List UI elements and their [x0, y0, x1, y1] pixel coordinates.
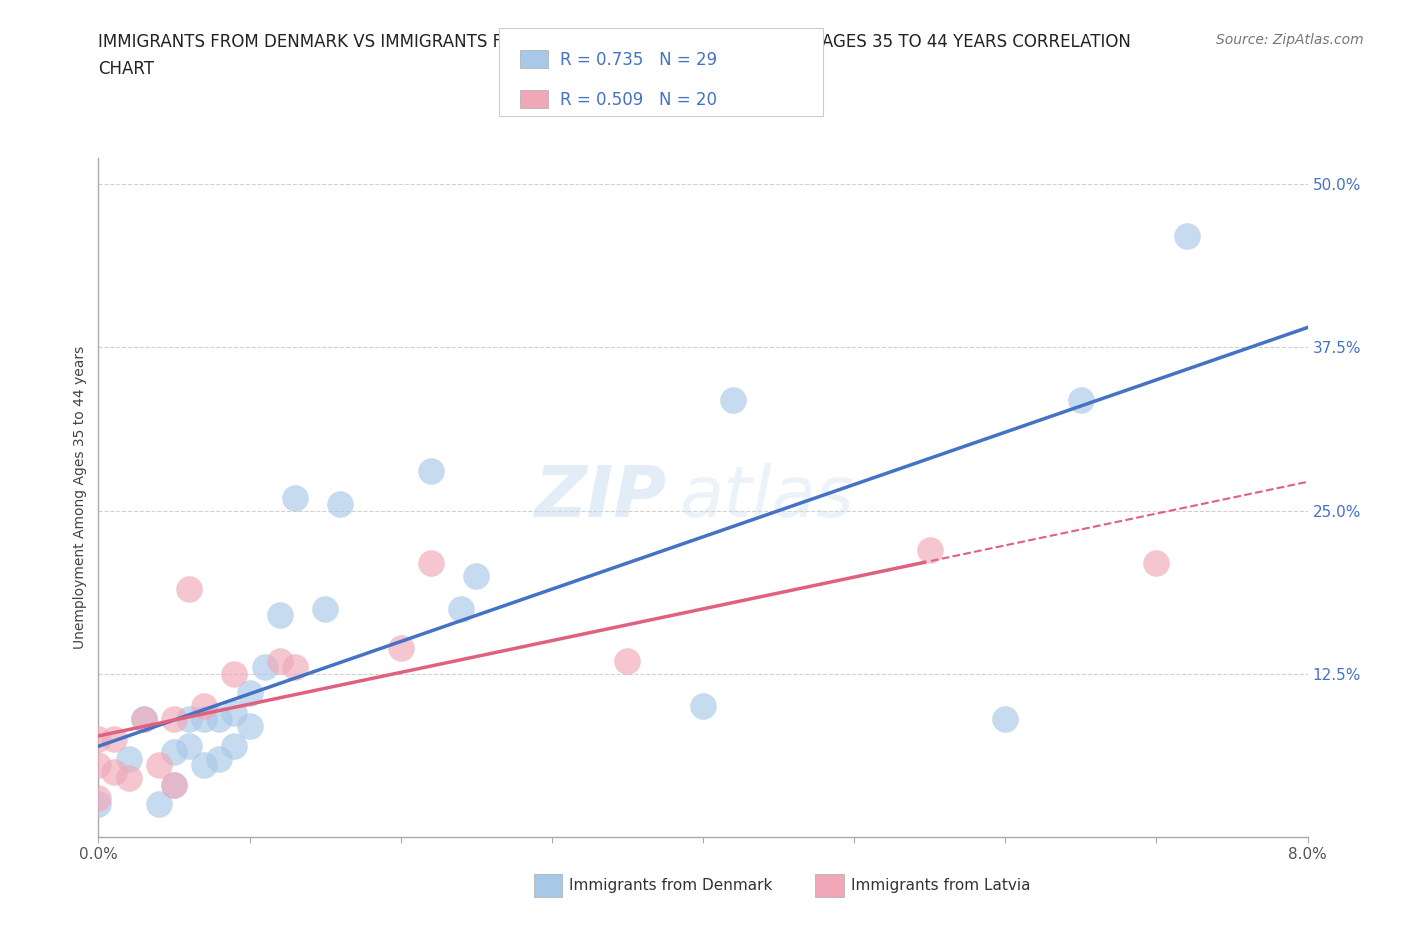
Point — [723, 392, 745, 407]
Point — [87, 797, 110, 812]
Text: Immigrants from Denmark: Immigrants from Denmark — [569, 878, 773, 893]
Point — [224, 738, 246, 753]
Point — [419, 464, 441, 479]
Point — [239, 719, 262, 734]
Point — [1175, 229, 1198, 244]
Point — [269, 607, 291, 622]
Point — [118, 771, 141, 786]
Point — [1070, 392, 1092, 407]
Point — [450, 601, 472, 616]
Point — [179, 738, 201, 753]
Point — [179, 581, 201, 596]
Text: CHART: CHART — [98, 60, 155, 78]
Point — [918, 542, 941, 557]
Text: R = 0.735   N = 29: R = 0.735 N = 29 — [560, 51, 717, 70]
Point — [193, 712, 215, 727]
Point — [87, 732, 110, 747]
Point — [616, 653, 638, 668]
Point — [224, 667, 246, 682]
Point — [163, 777, 186, 792]
Point — [193, 758, 215, 773]
Point — [87, 790, 110, 805]
Text: atlas: atlas — [679, 463, 853, 532]
Point — [208, 712, 231, 727]
Point — [253, 660, 276, 675]
Point — [148, 797, 170, 812]
Point — [132, 712, 155, 727]
Point — [389, 640, 412, 655]
Point — [163, 777, 186, 792]
Point — [103, 732, 125, 747]
Point — [239, 686, 262, 701]
Point — [1144, 555, 1167, 570]
Text: ZIP: ZIP — [534, 463, 666, 532]
Point — [692, 699, 714, 714]
Point — [163, 712, 186, 727]
Text: Source: ZipAtlas.com: Source: ZipAtlas.com — [1216, 33, 1364, 46]
Point — [314, 601, 336, 616]
Point — [284, 660, 307, 675]
Point — [269, 653, 291, 668]
Point — [163, 745, 186, 760]
Text: IMMIGRANTS FROM DENMARK VS IMMIGRANTS FROM LATVIA UNEMPLOYMENT AMONG AGES 35 TO : IMMIGRANTS FROM DENMARK VS IMMIGRANTS FR… — [98, 33, 1132, 50]
Point — [208, 751, 231, 766]
Point — [224, 706, 246, 721]
Point — [465, 568, 488, 583]
Point — [419, 555, 441, 570]
Point — [118, 751, 141, 766]
Point — [148, 758, 170, 773]
Point — [284, 490, 307, 505]
Y-axis label: Unemployment Among Ages 35 to 44 years: Unemployment Among Ages 35 to 44 years — [73, 346, 87, 649]
Text: Immigrants from Latvia: Immigrants from Latvia — [851, 878, 1031, 893]
Text: R = 0.509   N = 20: R = 0.509 N = 20 — [560, 91, 717, 110]
Point — [329, 497, 352, 512]
Point — [87, 758, 110, 773]
Point — [193, 699, 215, 714]
Point — [103, 764, 125, 779]
Point — [132, 712, 155, 727]
Point — [179, 712, 201, 727]
Point — [994, 712, 1017, 727]
